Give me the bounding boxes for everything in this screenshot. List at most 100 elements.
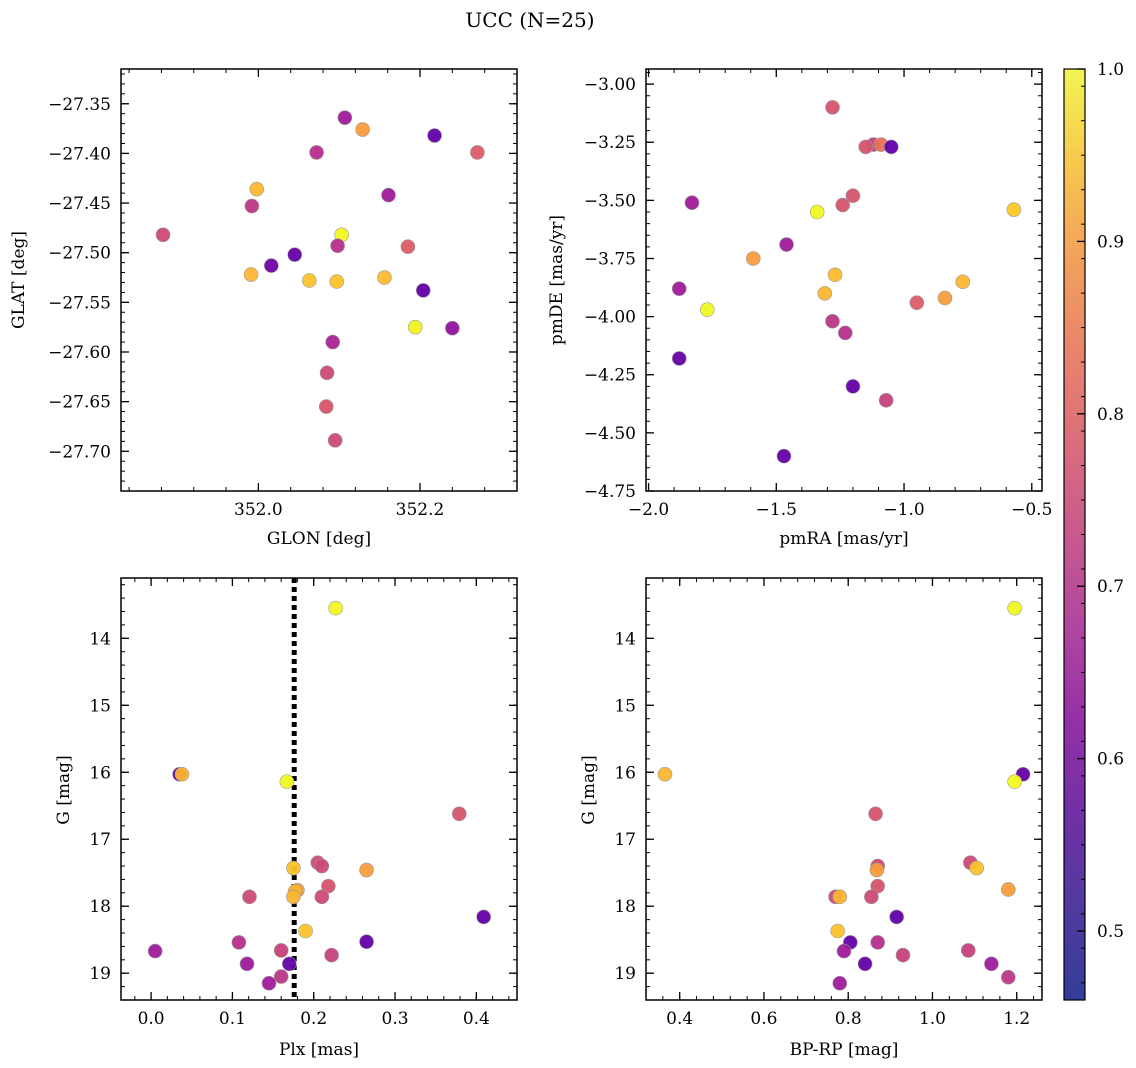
data-point [883,139,899,155]
panel-glon-glat: 352.0 352.2 −27.35 −27.40 −27.45 −27.50 −27.55… [9,68,518,549]
data-point [776,448,792,464]
data-point [937,290,953,306]
data-point [400,239,416,255]
y-tick-label: 17 [89,830,111,850]
data-point [1007,774,1022,789]
data-point [857,956,873,972]
y-axis-label: pmDE [mas/yr] [547,215,567,345]
figure-title: UCC (N=25) [465,8,594,32]
y-tick-label: −27.50 [48,244,111,264]
y-tick-label: 14 [614,629,636,649]
y-tick-label: 18 [614,897,636,917]
x-tick-label: 352.0 [234,500,283,520]
x-tick-label: 1.0 [919,1009,946,1029]
data-point [355,122,370,137]
y-tick-label: −3.50 [584,191,636,211]
axis-ticks: 0.0 0.1 0.2 0.3 0.4 14 15 16 17 18 19 [89,578,517,1029]
data-point [249,181,265,197]
data-point [319,365,335,381]
y-tick-label: −27.55 [48,293,111,313]
data-point [969,860,985,876]
data-point [174,766,190,782]
data-point [845,188,861,204]
data-point [327,433,343,448]
data-point [832,975,848,991]
y-tick-label: −27.40 [48,144,111,164]
data-point [746,251,761,266]
y-tick-label: 17 [614,830,636,850]
y-axis-label: G [mag] [579,755,599,824]
data-point [415,283,431,298]
data-point [318,399,334,414]
y-axis-label: G [mag] [54,755,74,824]
data-point [837,325,853,341]
data-point [325,334,341,350]
data-point [302,273,317,288]
data-point [671,281,687,297]
panel-plx-g: 0.0 0.1 0.2 0.3 0.4 14 15 16 17 18 19 Plx [mas] G … [54,577,518,1060]
data-point [298,923,313,939]
x-tick-label: −0.5 [1011,500,1052,520]
data-point [242,889,257,905]
x-tick-label: −2.0 [628,500,669,520]
colorbar-tick-label: 0.5 [1097,922,1124,942]
data-point [878,393,894,408]
data-point [279,774,295,789]
x-tick-label: −1.5 [756,500,797,520]
data-point [955,274,971,290]
x-tick-label: 0.3 [382,1009,409,1029]
y-tick-label: 14 [89,629,111,649]
data-point [909,295,925,310]
y-tick-label: −27.45 [48,194,111,214]
x-axis-label: GLON [deg] [267,529,371,549]
data-point [830,923,845,939]
y-tick-label: 15 [614,696,636,716]
colorbar-tick-label: 1.0 [1097,60,1124,80]
data-point [377,270,392,285]
data-point [700,302,715,317]
x-tick-label: 352.2 [396,500,445,520]
y-tick-label: −4.50 [584,424,636,444]
data-point [868,806,883,822]
data-point [1007,600,1022,616]
scatter-points [155,110,485,448]
data-point [231,935,247,950]
scatter-points [657,600,1031,991]
y-tick-label: −4.00 [584,308,636,328]
colorbar-tick-label: 0.6 [1097,750,1124,770]
colorbar-ticks: 0.5 0.6 0.7 0.8 0.9 1.0 [1077,60,1124,984]
y-tick-label: −4.25 [584,366,636,386]
axes-frame [120,68,518,492]
data-point [287,247,303,262]
y-tick-label: −3.00 [584,75,636,95]
scatter-points [147,578,491,1000]
data-point [869,862,885,878]
axis-ticks: −2.0 −1.5 −1.0 −0.5 −3.00 −3.25 −3.50 −3.75 −4.0… [584,69,1052,520]
data-point [155,227,171,243]
y-tick-label: −27.60 [48,343,111,363]
data-point [476,909,491,925]
data-point [309,145,324,160]
data-point [324,947,339,963]
x-tick-label: 0.8 [835,1009,862,1029]
y-tick-label: 19 [89,964,111,984]
y-tick-label: 16 [89,763,111,783]
y-tick-label: 19 [614,964,636,984]
data-point [337,110,353,125]
data-point [427,128,442,143]
x-tick-label: 0.4 [666,1009,693,1029]
axes-frame [645,68,1043,492]
data-point [470,145,485,160]
axes-frame [120,577,518,1001]
y-tick-label: 16 [614,763,636,783]
y-tick-label: −3.25 [584,133,636,153]
y-tick-label: 15 [89,696,111,716]
colorbar: 0.5 0.6 0.7 0.8 0.9 1.0 [1063,60,1124,1001]
y-tick-label: −27.70 [48,442,111,462]
data-point [451,806,467,822]
data-point [870,878,886,894]
data-point [671,351,687,366]
data-point [314,858,330,874]
data-point [832,889,848,905]
